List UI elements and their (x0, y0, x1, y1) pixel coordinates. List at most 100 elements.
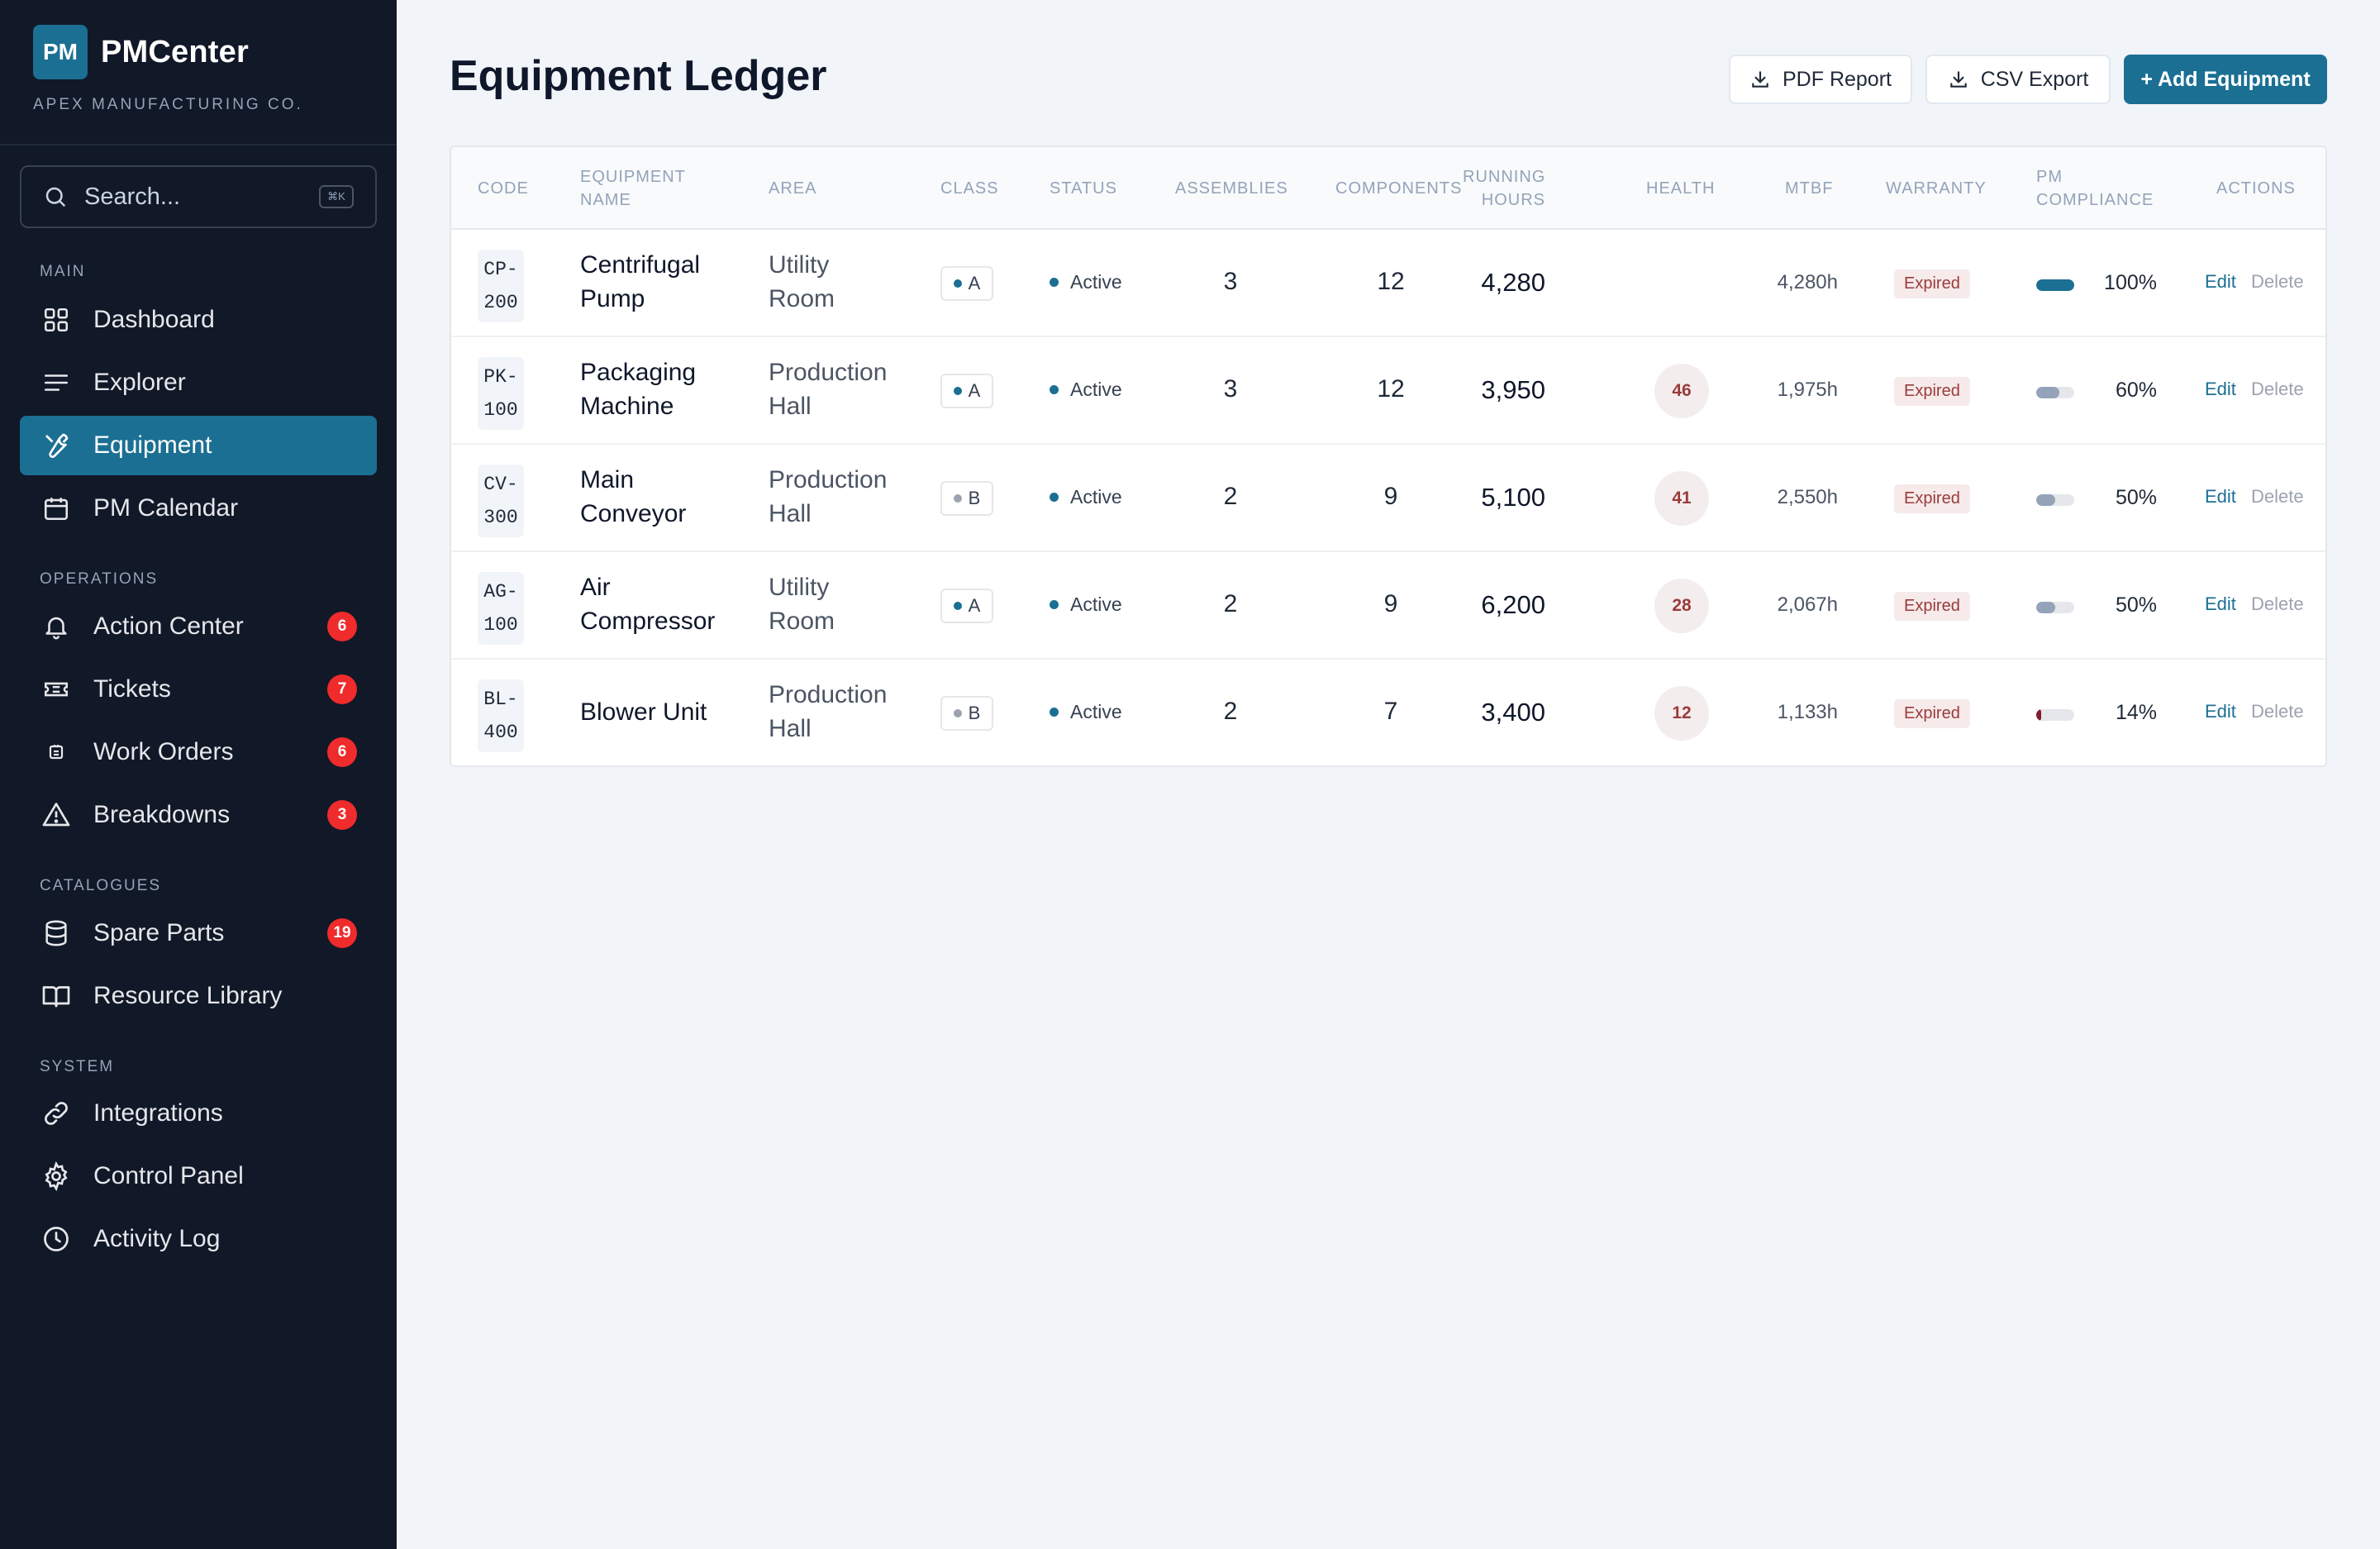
delete-button[interactable]: Delete (2251, 701, 2304, 722)
count-badge: 3 (327, 800, 357, 830)
area: Utility Room (769, 570, 917, 638)
sidebar-item-control-panel[interactable]: Control Panel (20, 1146, 377, 1206)
equipment-name[interactable]: Centrifugal Pump (580, 248, 745, 316)
table-row[interactable]: CV- 300 Main Conveyor Production Hall B Act… (451, 445, 2325, 552)
pm-compliance-bar (2036, 279, 2074, 291)
search-input[interactable]: Search... ⌘K (20, 165, 377, 228)
delete-button[interactable]: Delete (2251, 271, 2304, 292)
pdf-report-button[interactable]: PDF Report (1729, 55, 1912, 104)
mtbf-value: 4,280h (1777, 271, 1838, 293)
equipment-name[interactable]: Main Conveyor (580, 463, 745, 531)
health-score: 12 (1654, 686, 1709, 741)
sidebar-item-spare-parts[interactable]: Spare Parts 19 (20, 903, 377, 963)
header-line: NAME (580, 191, 631, 209)
running-hours: 6,200 (1481, 590, 1545, 619)
equipment-code: BL- 400 (478, 679, 524, 752)
components-count: 12 (1377, 268, 1405, 295)
pm-compliance-bar (2036, 709, 2074, 721)
area: Utility Room (769, 248, 917, 316)
status-label: Active (1070, 701, 1122, 722)
header-running-hours[interactable]: RUNNING HOURS (1463, 165, 1545, 212)
edit-button[interactable]: Edit (2205, 593, 2236, 614)
area-line: Hall (769, 715, 812, 742)
status-dot (1050, 600, 1059, 609)
delete-button[interactable]: Delete (2251, 593, 2304, 614)
sidebar-item-integrations[interactable]: Integrations (20, 1084, 377, 1143)
code-line: 300 (483, 507, 518, 528)
header-class[interactable]: CLASS (940, 179, 999, 198)
delete-button[interactable]: Delete (2251, 379, 2304, 399)
sidebar-item-explorer[interactable]: Explorer (20, 353, 377, 412)
area-line: Room (769, 608, 835, 635)
header-components[interactable]: COMPONENTS (1335, 179, 1463, 198)
sidebar-item-label: Equipment (93, 431, 212, 459)
class-label: A (968, 380, 981, 401)
status-label: Active (1070, 271, 1122, 293)
sidebar-item-pm-calendar[interactable]: PM Calendar (20, 479, 377, 538)
edit-button[interactable]: Edit (2205, 379, 2236, 399)
edit-button[interactable]: Edit (2205, 701, 2236, 722)
equipment-name[interactable]: Air Compressor (580, 570, 745, 638)
sidebar-item-dashboard[interactable]: Dashboard (20, 290, 377, 350)
edit-button[interactable]: Edit (2205, 271, 2236, 292)
table-header: CODE EQUIPMENT NAME AREA CLASS STATUS AS… (451, 147, 2325, 230)
sidebar-item-activity-log[interactable]: Activity Log (20, 1209, 377, 1269)
table-row[interactable]: AG- 100 Air Compressor Utility Room A Activ… (451, 552, 2325, 660)
header-health[interactable]: HEALTH (1646, 179, 1716, 198)
edit-button[interactable]: Edit (2205, 486, 2236, 507)
equipment-code: AG- 100 (478, 572, 524, 645)
name-line: Blower Unit (580, 698, 707, 726)
add-equipment-button[interactable]: + Add Equipment (2124, 55, 2327, 104)
header-equipment-name[interactable]: EQUIPMENT NAME (580, 165, 686, 212)
section-main: MAIN (40, 263, 86, 280)
link-icon (40, 1097, 73, 1130)
sidebar-item-action-center[interactable]: Action Center 6 (20, 597, 377, 656)
status-badge: Active (1050, 701, 1122, 723)
equipment-name[interactable]: Packaging Machine (580, 355, 745, 423)
sidebar-item-resource-library[interactable]: Resource Library (20, 966, 377, 1026)
pm-compliance-value: 60% (2115, 379, 2157, 402)
name-line: Machine (580, 393, 674, 420)
class-badge: A (940, 374, 993, 408)
sidebar-item-breakdowns[interactable]: Breakdowns 3 (20, 785, 377, 845)
assemblies-count: 2 (1223, 698, 1238, 725)
name-line: Packaging (580, 359, 697, 386)
header-mtbf[interactable]: MTBF (1785, 179, 1834, 198)
header-pm-compliance[interactable]: PM COMPLIANCE (2036, 165, 2154, 212)
header-status[interactable]: STATUS (1050, 179, 1117, 198)
pm-compliance-value: 14% (2115, 701, 2157, 724)
area: Production Hall (769, 355, 917, 423)
status-dot (1050, 385, 1059, 394)
sidebar-divider (0, 144, 397, 145)
table-row[interactable]: BL- 400 Blower Unit Production Hall B Acti… (451, 660, 2325, 765)
pdf-report-label: PDF Report (1783, 67, 1892, 91)
status-badge: Active (1050, 271, 1122, 293)
class-label: A (968, 273, 981, 293)
name-line: Conveyor (580, 500, 687, 527)
area-line: Utility (769, 574, 830, 601)
csv-export-button[interactable]: CSV Export (1925, 55, 2111, 104)
class-badge: B (940, 481, 993, 516)
code-line: 200 (483, 292, 518, 313)
sidebar-item-equipment[interactable]: Equipment (20, 416, 377, 475)
warranty-badge: Expired (1894, 484, 1970, 513)
brand[interactable]: PM PMCenter (33, 25, 249, 79)
sidebar-item-work-orders[interactable]: Work Orders 6 (20, 722, 377, 782)
header-assemblies[interactable]: ASSEMBLIES (1175, 179, 1288, 198)
status-dot (1050, 278, 1059, 287)
pm-compliance-fill (2036, 494, 2055, 506)
equipment-name[interactable]: Blower Unit (580, 695, 745, 729)
download-icon (1749, 69, 1771, 90)
sidebar-item-label: PM Calendar (93, 494, 239, 522)
pm-compliance-bar (2036, 387, 2074, 398)
header-code[interactable]: CODE (478, 179, 529, 198)
health-score: 46 (1654, 364, 1709, 418)
header-area[interactable]: AREA (769, 179, 817, 198)
assemblies-count: 2 (1223, 483, 1238, 510)
table-row[interactable]: CP- 200 Centrifugal Pump Utility Room A Act… (451, 230, 2325, 337)
table-row[interactable]: PK- 100 Packaging Machine Production Hall A… (451, 337, 2325, 445)
delete-button[interactable]: Delete (2251, 486, 2304, 507)
header-warranty[interactable]: WARRANTY (1886, 179, 1987, 198)
sidebar-item-tickets[interactable]: Tickets 7 (20, 660, 377, 719)
sidebar-item-label: Work Orders (93, 738, 234, 765)
